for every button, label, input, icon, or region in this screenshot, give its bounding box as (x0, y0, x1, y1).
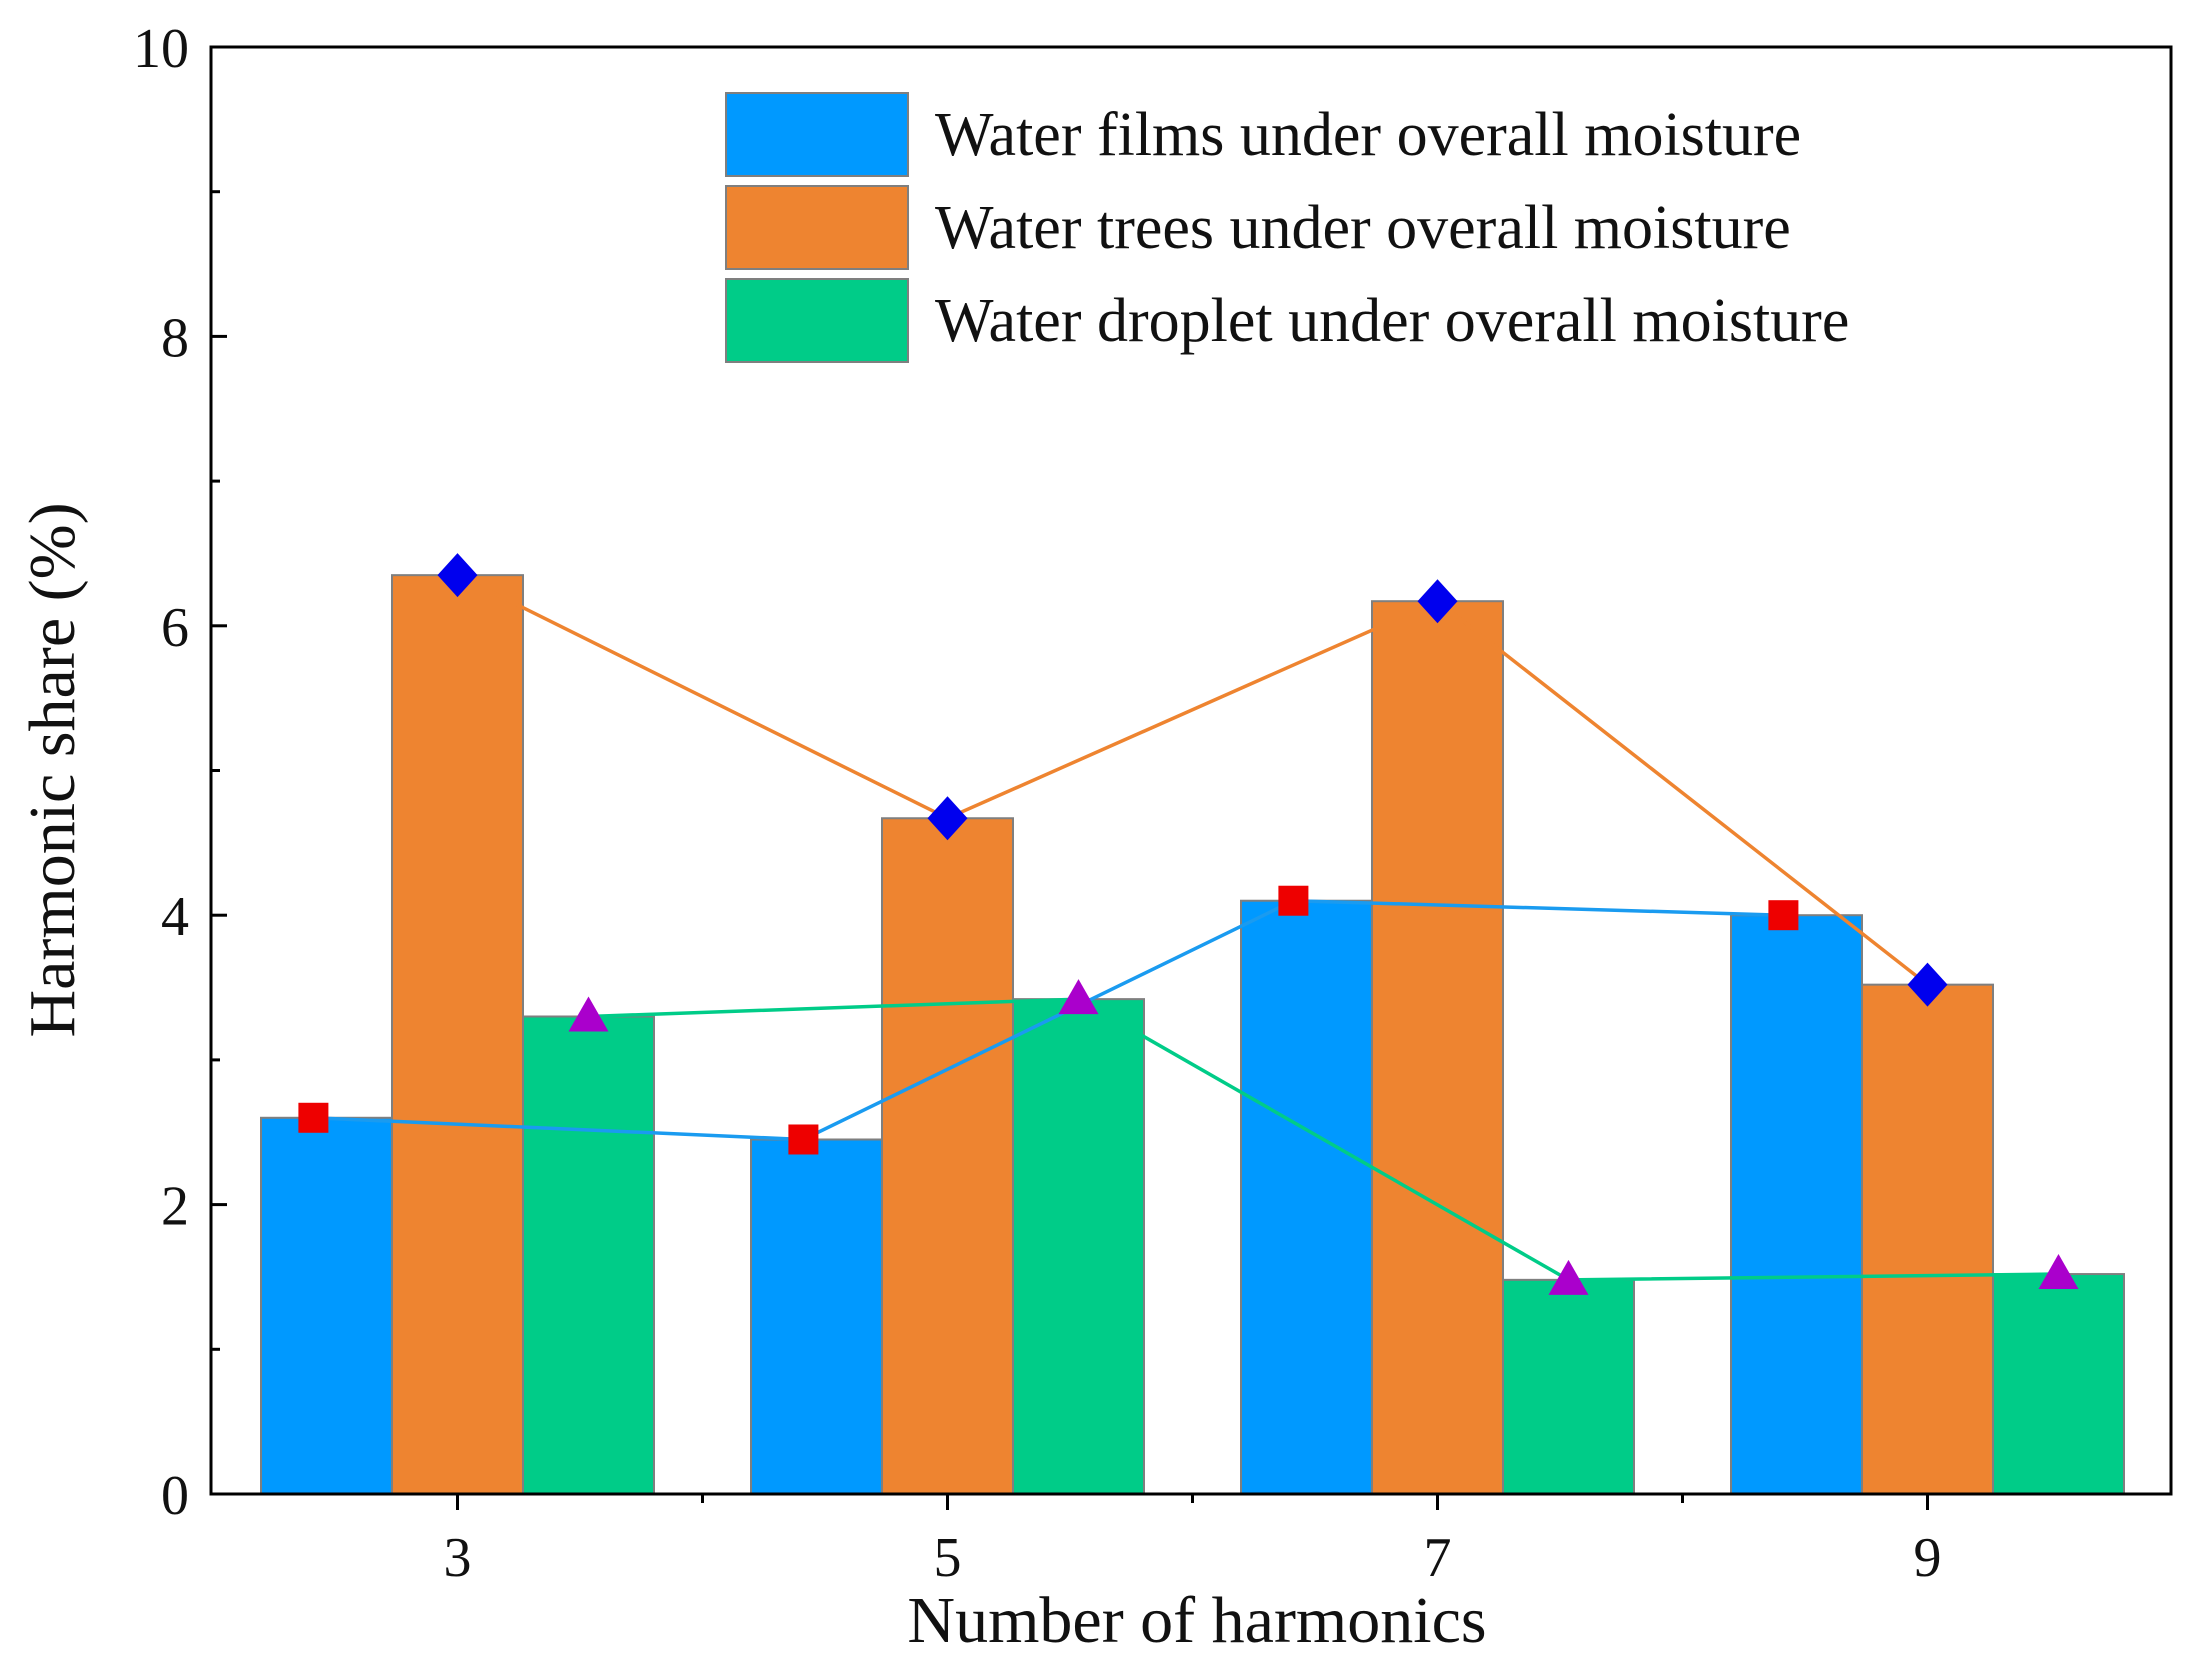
legend-swatch-3 (725, 278, 909, 363)
bar-s2-h3 (391, 574, 524, 1495)
x-tick-label: 7 (1424, 1527, 1452, 1589)
y-axis-label: Harmonic share (%) (16, 502, 89, 1037)
x-tick-label: 9 (1914, 1527, 1942, 1589)
marker-s1-h3 (298, 1102, 329, 1133)
lines-layer (313, 573, 2059, 1282)
marker-s2-h7 (1417, 579, 1458, 624)
legend: Water films under overall moisture Water … (725, 92, 1849, 363)
markers-layer (298, 553, 2079, 1295)
y-tick-label: 2 (161, 1176, 189, 1238)
y-tick-label: 6 (161, 597, 189, 659)
line-s2 (456, 573, 1929, 987)
line-s1 (313, 898, 1784, 1142)
bar-s1-h7 (1240, 899, 1373, 1495)
bar-s3-h9 (1992, 1273, 2125, 1496)
bar-s2-h5 (881, 817, 1014, 1495)
x-axis-label: Number of harmonics (907, 1584, 1486, 1657)
line-s3 (588, 997, 2059, 1282)
x-tick-label: 5 (934, 1527, 962, 1589)
marker-s1-h7 (1278, 885, 1309, 916)
legend-swatch-2 (725, 185, 909, 270)
legend-label-3: Water droplet under overall moisture (935, 287, 1849, 355)
bar-s1-h9 (1730, 914, 1863, 1495)
legend-label-2: Water trees under overall moisture (935, 194, 1791, 262)
marker-s1-h9 (1768, 900, 1799, 931)
bar-s3-h3 (522, 1015, 655, 1495)
marker-s3-h9 (2038, 1254, 2079, 1290)
marker-s2-h5 (927, 796, 968, 841)
y-tick-label: 0 (161, 1465, 189, 1527)
y-tick-label: 10 (133, 18, 189, 80)
legend-swatch-1 (725, 92, 909, 177)
y-tick-label: 4 (161, 886, 189, 948)
bar-s2-h7 (1371, 600, 1504, 1495)
y-tick-label: 8 (161, 307, 189, 369)
y-axis: 0 2 4 6 8 10 (133, 18, 227, 1527)
x-axis: 3 5 7 9 (444, 1494, 1942, 1589)
bar-s3-h7 (1502, 1278, 1635, 1495)
bar-s1-h3 (260, 1116, 393, 1496)
bar-s3-h5 (1012, 998, 1145, 1495)
marker-s2-h3 (437, 553, 478, 598)
marker-s1-h5 (788, 1124, 819, 1155)
marker-s3-h7 (1548, 1259, 1589, 1295)
bars-layer (260, 574, 2125, 1496)
bar-s1-h5 (750, 1138, 883, 1495)
x-tick-label: 3 (444, 1527, 472, 1589)
marker-s3-h3 (568, 996, 609, 1032)
bar-s2-h9 (1861, 983, 1994, 1495)
legend-label-1: Water films under overall moisture (935, 101, 1801, 169)
marker-s2-h9 (1907, 962, 1948, 1007)
marker-s3-h5 (1058, 979, 1099, 1015)
